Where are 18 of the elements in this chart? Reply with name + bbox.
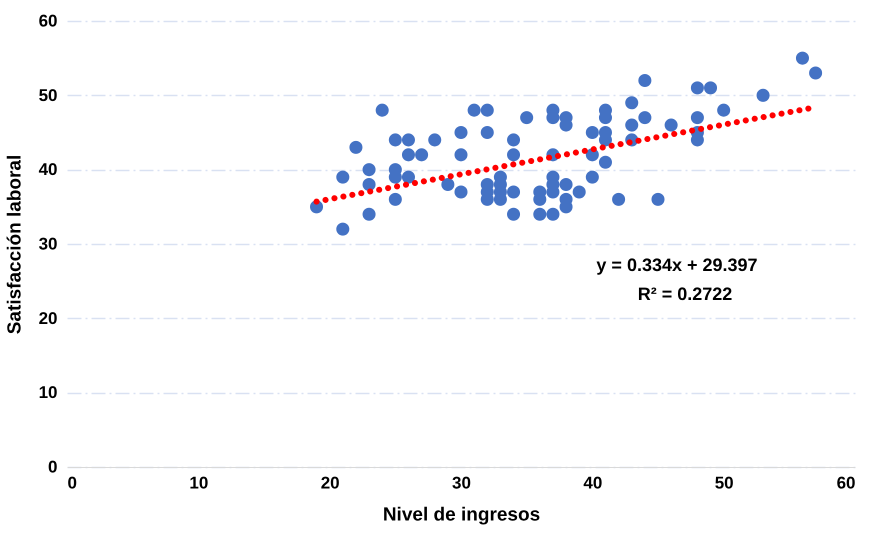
x-tick-label: 50 — [714, 474, 734, 492]
y-tick-label: 40 — [38, 160, 58, 180]
x-tick-label: 30 — [452, 474, 471, 492]
x-axis-title: Nivel de ingresos — [382, 504, 540, 526]
y-tick-label: 30 — [38, 234, 58, 254]
x-tick-label: 20 — [320, 474, 340, 492]
y-tick-label: 50 — [38, 86, 58, 105]
y-axis-title: Satisfacción laboral — [4, 154, 26, 334]
annotation: y = 0.334x + 29.397 — [596, 255, 758, 275]
y-tick-label: 10 — [38, 383, 58, 402]
y-tick-label: 60 — [38, 12, 58, 30]
x-tick-label: 0 — [68, 474, 77, 492]
x-tick-label: 40 — [583, 474, 602, 492]
x-tick-label: 10 — [189, 474, 208, 492]
y-tick-label: 0 — [48, 458, 58, 476]
annotation: R² = 0.2722 — [638, 284, 732, 304]
x-tick-label: 60 — [836, 474, 856, 492]
y-tick-label: 20 — [38, 308, 58, 328]
